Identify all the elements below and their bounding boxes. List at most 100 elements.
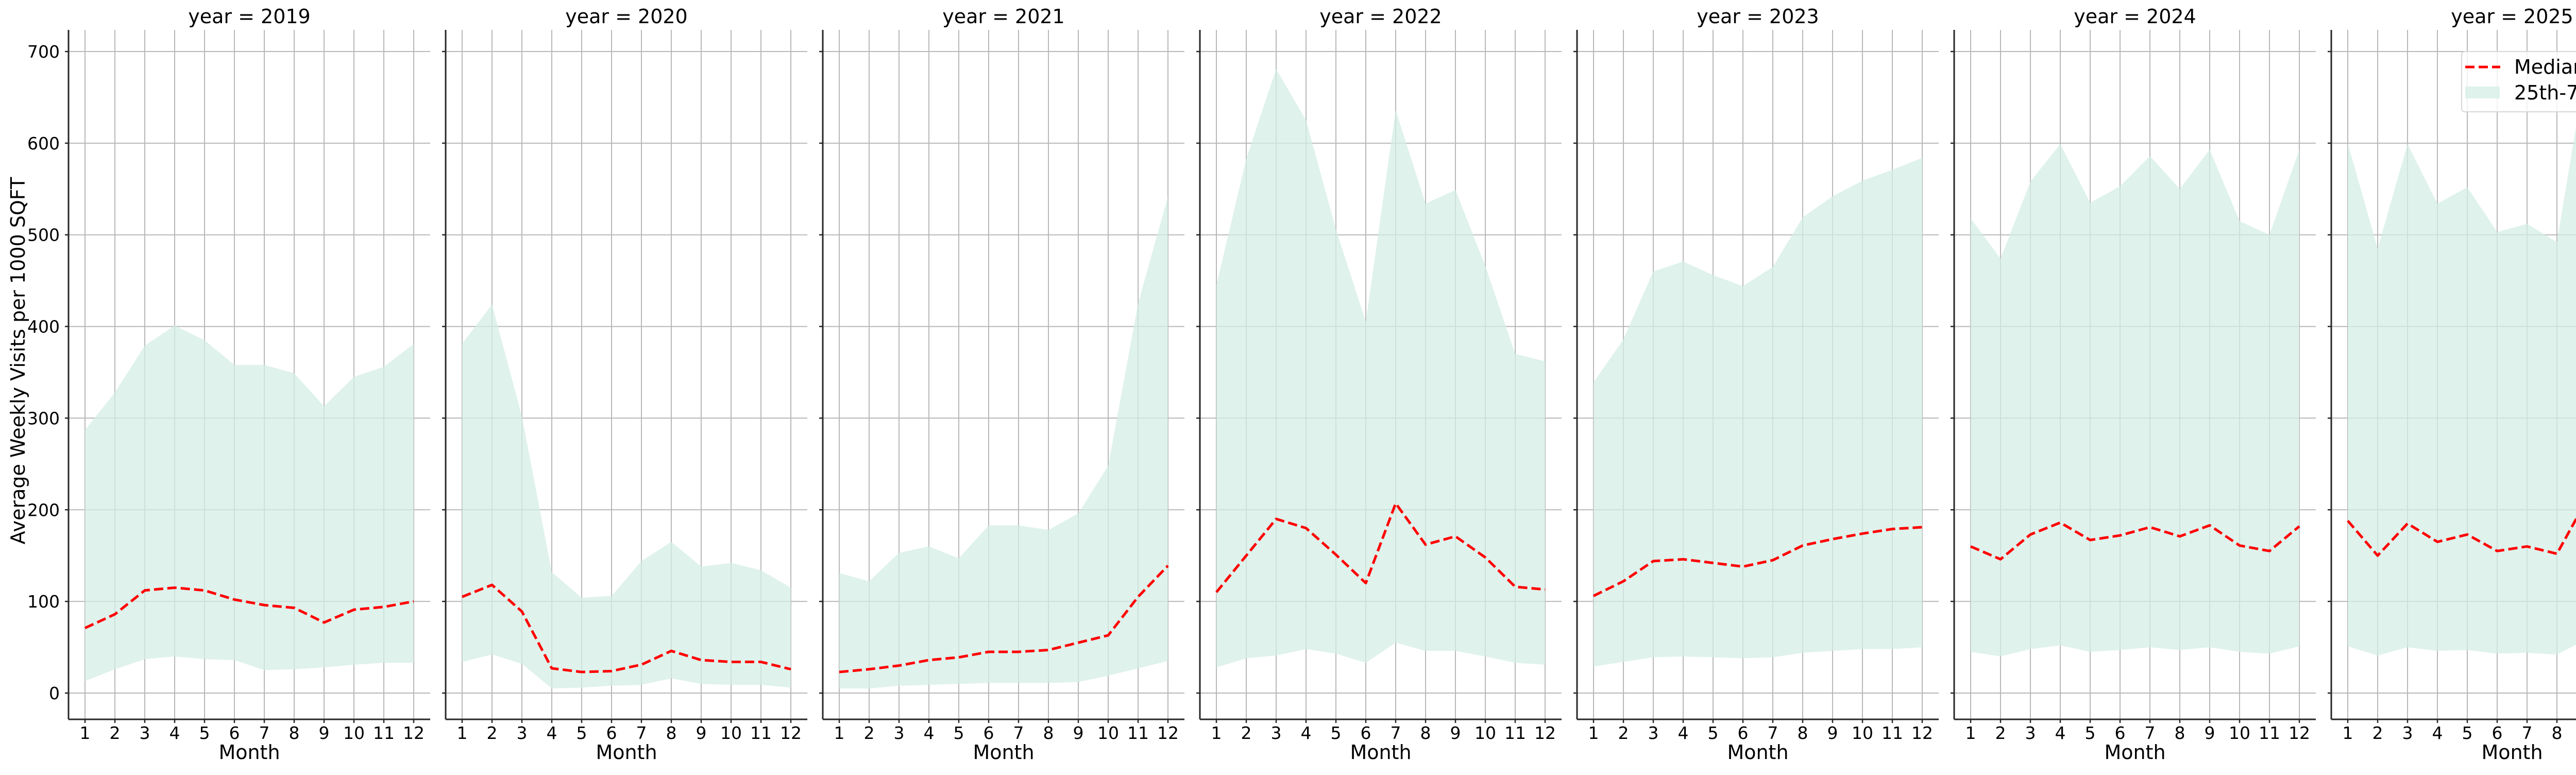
y-tick-label: 500: [27, 225, 60, 245]
x-tick-label: 6: [606, 723, 617, 743]
x-tick-label: 4: [2432, 723, 2443, 743]
y-tick-label: 100: [27, 592, 60, 612]
y-tick-label: 300: [27, 408, 60, 428]
x-tick-label: 7: [1768, 723, 1778, 743]
x-tick-label: 6: [229, 723, 240, 743]
median-line: [2347, 516, 2576, 557]
x-tick-label: 11: [1127, 723, 1149, 743]
x-tick-label: 1: [834, 723, 845, 743]
median-line: [1215, 502, 1546, 593]
y-tick-label: 600: [27, 133, 60, 154]
x-tick-label: 2: [1618, 723, 1629, 743]
x-tick-label: 10: [720, 723, 742, 743]
x-tick-label: 5: [954, 723, 964, 743]
x-tick-label: 5: [577, 723, 587, 743]
x-tick-label: 8: [2175, 723, 2185, 743]
median-line: [84, 586, 414, 629]
x-tick-label: 1: [457, 723, 468, 743]
x-tick-label: 8: [666, 723, 677, 743]
x-tick-label: 10: [1852, 723, 1873, 743]
x-tick-label: 7: [2145, 723, 2156, 743]
x-tick-label: 9: [319, 723, 330, 743]
x-tick-label: 6: [2115, 723, 2126, 743]
x-tick-label: 4: [170, 723, 180, 743]
median-line: [462, 583, 791, 673]
x-tick-label: 3: [2025, 723, 2036, 743]
x-tick-label: 10: [1475, 723, 1496, 743]
x-tick-label: 3: [1648, 723, 1659, 743]
panel-title: year = 2023: [1697, 5, 1819, 28]
x-tick-label: 10: [2229, 723, 2250, 743]
percentile-band: [1971, 144, 2299, 656]
median-line: [1970, 521, 2300, 561]
x-axis-label: Month: [2104, 741, 2165, 764]
x-tick-label: 3: [1271, 723, 1282, 743]
x-axis-label: Month: [218, 741, 280, 764]
percentile-band: [85, 325, 414, 681]
x-tick-label: 2: [1995, 723, 2006, 743]
x-tick-label: 8: [2552, 723, 2563, 743]
x-tick-label: 12: [1534, 723, 1556, 743]
x-tick-label: 5: [1331, 723, 1342, 743]
x-tick-label: 12: [403, 723, 425, 743]
percentile-band: [2348, 127, 2576, 656]
y-tick-label: 400: [27, 317, 60, 337]
x-tick-label: 7: [636, 723, 647, 743]
panel-title: year = 2022: [1319, 5, 1442, 28]
x-tick-label: 10: [1097, 723, 1119, 743]
x-tick-label: 1: [1211, 723, 1222, 743]
x-tick-label: 12: [1911, 723, 1933, 743]
x-tick-label: 3: [894, 723, 905, 743]
x-tick-label: 9: [696, 723, 707, 743]
x-tick-label: 10: [343, 723, 365, 743]
x-tick-label: 7: [2522, 723, 2533, 743]
x-tick-label: 2: [110, 723, 121, 743]
x-tick-label: 2: [2372, 723, 2383, 743]
x-tick-label: 8: [289, 723, 300, 743]
x-tick-label: 5: [1708, 723, 1719, 743]
median-line: [839, 565, 1169, 673]
percentile-band: [1594, 158, 1922, 667]
panel-title: year = 2025: [2451, 5, 2573, 28]
x-tick-label: 11: [750, 723, 772, 743]
x-tick-label: 3: [140, 723, 150, 743]
y-axis-label: Average Weekly Visits per 1000 SQFT: [7, 177, 29, 544]
x-tick-label: 9: [1827, 723, 1838, 743]
x-tick-label: 9: [1450, 723, 1461, 743]
x-tick-label: 8: [1420, 723, 1431, 743]
x-axis-label: Month: [1727, 741, 1788, 764]
x-tick-label: 4: [1678, 723, 1689, 743]
x-tick-label: 7: [1391, 723, 1401, 743]
x-tick-label: 11: [373, 723, 395, 743]
x-tick-label: 6: [2492, 723, 2503, 743]
x-tick-label: 5: [2462, 723, 2473, 743]
x-tick-label: 3: [517, 723, 528, 743]
x-tick-label: 8: [1043, 723, 1054, 743]
legend-median-label: Median: [2514, 56, 2576, 78]
x-tick-label: 12: [780, 723, 802, 743]
x-tick-label: 11: [1882, 723, 1903, 743]
x-tick-label: 11: [1504, 723, 1526, 743]
x-tick-label: 1: [1588, 723, 1599, 743]
x-axis-label: Month: [2481, 741, 2543, 764]
x-tick-label: 1: [1965, 723, 1976, 743]
percentile-band: [1216, 69, 1545, 668]
x-tick-label: 2: [1241, 723, 1252, 743]
x-tick-label: 6: [984, 723, 994, 743]
legend: Median 25th-75th Percentile: [2461, 51, 2576, 112]
x-axis-label: Month: [596, 741, 657, 764]
x-tick-label: 4: [547, 723, 557, 743]
median-line: [1592, 526, 1923, 597]
x-tick-label: 12: [2289, 723, 2310, 743]
x-tick-label: 6: [1361, 723, 1371, 743]
x-tick-label: 9: [1073, 723, 1084, 743]
x-tick-label: 11: [2259, 723, 2280, 743]
legend-band-swatch: [2465, 87, 2500, 98]
